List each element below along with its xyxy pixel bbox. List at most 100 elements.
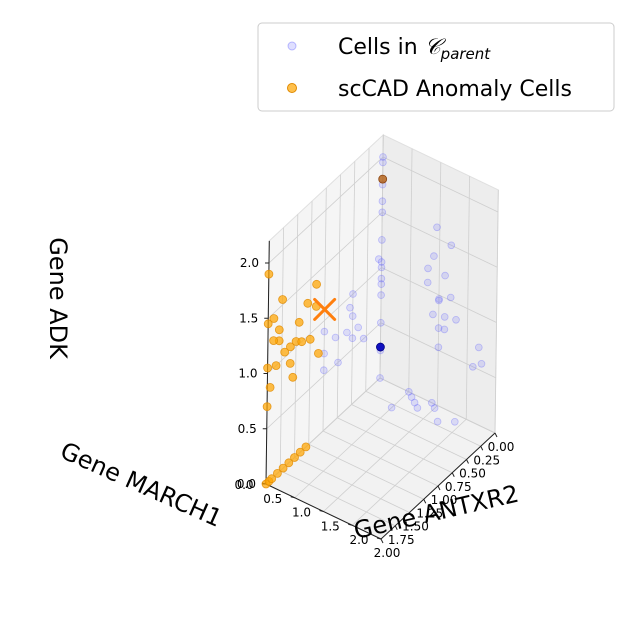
parent-cell-point (434, 343, 443, 352)
parent-cell-point (348, 312, 357, 320)
anomaly-cell-point (295, 447, 305, 457)
x-tick-label: 2.00 (374, 546, 401, 560)
axis-lines (261, 240, 498, 544)
parent-cell-point (468, 362, 477, 371)
grid-x-back (365, 148, 370, 392)
grid-z-side (379, 377, 496, 434)
parent-cell-point (435, 296, 443, 305)
parent-cell-point (434, 324, 443, 332)
anomaly-cell-point (285, 358, 295, 368)
x-tick-mark (409, 512, 412, 517)
grid-y-floor (351, 418, 467, 526)
parent-cell-point (427, 398, 436, 407)
x-tick-mark (494, 432, 498, 438)
anomaly-cell-point (267, 474, 277, 484)
parent-cell-point (413, 404, 422, 412)
z-axis-label: Gene ADK (44, 237, 72, 360)
parent-cell-point (440, 325, 449, 334)
legend: Cells in 𝒞parent scCAD Anomaly Cells (257, 22, 615, 112)
x-tick-mark (480, 446, 484, 451)
selected-cell-x-marker (313, 297, 337, 321)
parent-cell-point (346, 303, 354, 312)
grid-z-side (381, 267, 497, 323)
parent-cell-point (377, 274, 386, 283)
parent-cell-point (334, 358, 342, 367)
x-tick-label: 1.00 (431, 493, 458, 507)
anomaly-cell-point (272, 468, 282, 478)
anomaly-cell-point (269, 336, 279, 346)
x-tick-label: 1.50 (402, 520, 429, 534)
parent-cell-point (446, 293, 455, 302)
parent-cell-point (477, 359, 486, 368)
legend-parent-prefix: Cells in (338, 35, 425, 60)
x-tick-label: 0.75 (445, 480, 472, 494)
parent-cell-point (474, 343, 483, 352)
x-tick-label: 1.25 (416, 506, 443, 520)
z-tick-label: 1.0 (238, 367, 257, 381)
grid-y-side (465, 176, 470, 420)
anomaly-cell-point (297, 337, 307, 347)
anomaly-cell-point (262, 402, 272, 412)
y-tick-label: 0.5 (263, 492, 282, 506)
parent-cell-point (407, 393, 416, 401)
grid-z-back (267, 211, 383, 319)
parent-cell-point (404, 387, 413, 396)
parent-cell-point (377, 263, 386, 272)
parent-cell-point (376, 318, 385, 327)
x-tick-mark (423, 499, 427, 504)
anomaly-cell-point (294, 317, 304, 327)
grid-y-side (408, 148, 413, 392)
z-tick-label: 1.5 (239, 311, 258, 325)
parent-cell-point (320, 327, 329, 336)
parent-cell-point (331, 333, 340, 342)
parent-cell-point (450, 417, 459, 426)
grid-z-back (266, 322, 382, 430)
parent-cell-point (433, 223, 441, 232)
grid-y-floor (323, 405, 438, 512)
parent-cell-point (387, 403, 396, 412)
anomaly-cell-point (284, 458, 294, 468)
parent-cell-point (319, 366, 328, 375)
legend-frame (257, 22, 615, 112)
grid-x-back (308, 201, 313, 445)
anomaly-cell-point (263, 363, 273, 373)
parent-cell-point (377, 280, 386, 288)
x-tick-mark (451, 472, 455, 477)
y-axis-label: Gene MARCH1 (56, 437, 226, 533)
parent-cell-point (378, 208, 387, 217)
parent-cell-point (377, 258, 386, 266)
y-tick-mark (348, 523, 353, 526)
parent-cell-point (378, 197, 387, 206)
legend-parent-marker (287, 41, 297, 51)
y-tick-label: 1.5 (321, 519, 340, 533)
parent-cell-point (429, 310, 437, 319)
anomaly-cell-point (313, 348, 323, 358)
anomaly-cell-point (274, 325, 284, 335)
x-tick-mark (466, 459, 469, 464)
z-tick-label: 0.0 (237, 477, 256, 491)
anomaly-cell-point (271, 361, 281, 371)
grid-z-side (382, 211, 498, 268)
anomaly-cell-point (290, 453, 299, 462)
parent-cell-point (377, 291, 385, 299)
parent-cell-point (423, 278, 432, 287)
grid-y-floor (294, 391, 410, 499)
anomaly-cell-point (265, 382, 275, 392)
anomaly-cell-point (285, 342, 295, 352)
legend-anomaly-label: scCAD Anomaly Cells (338, 77, 572, 102)
y-tick-mark (290, 496, 295, 499)
x-tick-mark (380, 538, 384, 544)
parent-cell-point (379, 158, 387, 167)
anomaly-cell-point (312, 279, 322, 289)
dark-blue-cell-point (376, 342, 385, 352)
parent-cell-point (354, 323, 363, 332)
parent-cell-point (424, 264, 432, 273)
z-tick-label: 2.0 (240, 256, 259, 270)
x-tick-mark (437, 485, 441, 491)
x-tick-mark (394, 525, 398, 530)
parent-cell-point (441, 271, 449, 280)
x-tick-label: 0.25 (473, 453, 500, 467)
x-tick-label: 1.75 (388, 533, 415, 547)
parent-cell-point (349, 290, 357, 298)
anomaly-cell-point (278, 463, 288, 473)
